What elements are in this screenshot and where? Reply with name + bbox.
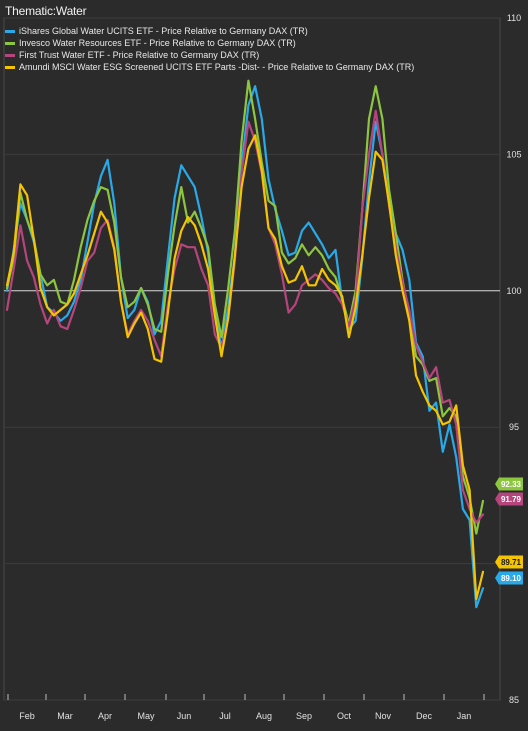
legend-item: iShares Global Water UCITS ETF - Price R… (5, 25, 414, 37)
legend-item: First Trust Water ETF - Price Relative t… (5, 49, 414, 61)
legend-item: Amundi MSCI Water ESG Screened UCITS ETF… (5, 61, 414, 73)
chart-title: Thematic:Water (5, 4, 87, 18)
last-value-tag (495, 492, 523, 506)
last-value-label: 92.33 (501, 480, 522, 489)
x-tick-label: Sep (296, 711, 312, 721)
series-line (5, 85, 485, 609)
legend: iShares Global Water UCITS ETF - Price R… (5, 25, 414, 73)
y-tick-label: 85 (509, 695, 519, 705)
x-tick-label: Mar (57, 711, 73, 721)
last-value-label: 89.71 (501, 558, 522, 567)
y-tick-label: 105 (506, 149, 521, 159)
x-tick-label: Aug (256, 711, 272, 721)
y-tick-label: 95 (509, 422, 519, 432)
legend-swatch (5, 41, 15, 45)
legend-swatch (5, 53, 15, 57)
legend-label: Amundi MSCI Water ESG Screened UCITS ETF… (19, 62, 415, 72)
x-tick-label: Jan (457, 711, 472, 721)
x-tick-label: Jul (219, 711, 231, 721)
y-tick-label: 100 (506, 286, 521, 296)
last-value-tag (495, 477, 523, 491)
last-value-label: 91.79 (501, 495, 522, 504)
plot-frame (3, 17, 501, 701)
x-tick-label: Dec (416, 711, 433, 721)
x-tick-label: Apr (98, 711, 112, 721)
legend-label: Invesco Water Resources ETF - Price Rela… (19, 38, 296, 48)
legend-label: First Trust Water ETF - Price Relative t… (19, 50, 260, 60)
last-value-label: 89.10 (501, 574, 522, 583)
x-tick-label: Nov (375, 711, 392, 721)
x-tick-label: Jun (177, 711, 192, 721)
legend-label: iShares Global Water UCITS ETF - Price R… (19, 26, 308, 36)
legend-swatch (5, 65, 15, 69)
last-value-tag (495, 555, 523, 569)
series-line (5, 134, 485, 601)
x-tick-label: Feb (19, 711, 35, 721)
x-tick-label: Oct (337, 711, 352, 721)
legend-item: Invesco Water Resources ETF - Price Rela… (5, 37, 414, 49)
last-value-tag (495, 571, 523, 585)
y-tick-label: 110 (507, 13, 521, 23)
x-tick-label: May (137, 711, 155, 721)
series-line (5, 109, 485, 524)
legend-swatch (5, 29, 15, 33)
